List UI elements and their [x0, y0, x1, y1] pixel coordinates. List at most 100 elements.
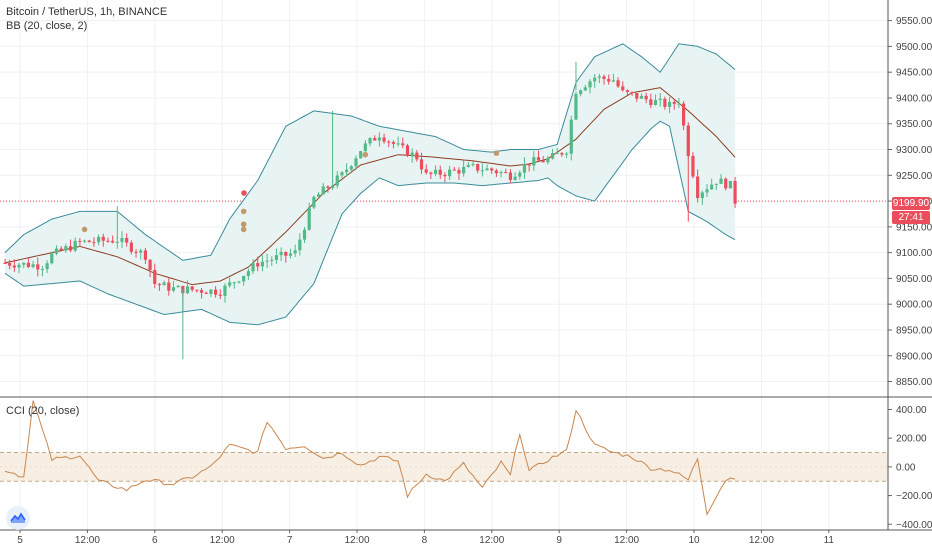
- candle-body: [171, 287, 176, 291]
- candle-body: [265, 260, 269, 262]
- candle-body: [307, 207, 311, 230]
- candle-body: [139, 250, 143, 253]
- candle-body: [115, 241, 119, 243]
- candle-body: [443, 174, 447, 177]
- candle-body: [724, 178, 728, 189]
- candle-body: [232, 282, 236, 284]
- bollinger-band-fill: [5, 43, 736, 325]
- candle-body: [653, 99, 658, 106]
- x-tick-label: 9: [556, 535, 562, 546]
- candle-body: [143, 250, 147, 260]
- candle-body: [560, 152, 564, 155]
- price-tick-label: 9350.00: [896, 119, 932, 130]
- candle-body: [373, 138, 377, 141]
- candle-body: [532, 157, 536, 166]
- candle-body: [672, 101, 676, 104]
- bollinger-band-lines: [4, 43, 736, 326]
- signal-dot: [240, 208, 247, 215]
- last-price-tag: 9199.90: [892, 197, 930, 210]
- x-tick-label: 12:00: [749, 535, 774, 546]
- price-tick-label: 9400.00: [896, 93, 932, 104]
- candle-body: [452, 169, 456, 171]
- candle-body: [176, 285, 180, 288]
- x-tick-label: 7: [287, 535, 293, 546]
- candle-body: [157, 283, 162, 286]
- candle-body: [256, 263, 260, 267]
- candle-body: [190, 286, 194, 290]
- candle-body: [433, 169, 438, 174]
- candle-body: [3, 262, 7, 264]
- candle-body: [448, 169, 452, 177]
- countdown-tag: 27:41: [892, 211, 930, 224]
- candle-body: [246, 271, 250, 276]
- candle-body: [382, 137, 386, 142]
- candle-body: [340, 172, 344, 176]
- candle-body: [54, 248, 59, 254]
- candle-body: [260, 261, 264, 267]
- candle-body: [424, 169, 428, 173]
- candles[interactable]: [3, 61, 737, 360]
- candle-body: [331, 185, 335, 188]
- candle-body: [368, 138, 372, 144]
- candle-body: [607, 78, 611, 82]
- candle-body: [569, 119, 573, 154]
- cci-line: [4, 400, 736, 516]
- candle-body: [700, 192, 704, 198]
- price-tick-label: 8900.00: [896, 351, 932, 362]
- candle-body: [73, 240, 77, 251]
- bb-upper-line: [4, 43, 736, 261]
- candle-body: [639, 95, 644, 99]
- candle-body: [64, 246, 68, 251]
- candle-body: [288, 253, 293, 256]
- candle-body: [616, 80, 620, 87]
- candle-body: [710, 184, 714, 190]
- price-tick-label: 9250.00: [896, 171, 932, 182]
- price-tick-label: 9100.00: [896, 248, 932, 259]
- x-tick-label: 12:00: [75, 535, 100, 546]
- candle-body: [686, 125, 690, 156]
- signal-dot: [81, 226, 88, 233]
- candle-body: [228, 282, 232, 286]
- price-tick-label: 9300.00: [896, 145, 932, 156]
- candle-body: [214, 289, 218, 295]
- cci-tick-label: 200.00: [896, 434, 927, 445]
- candle-body: [429, 172, 433, 174]
- cci-tick-label: −200.00: [896, 491, 932, 502]
- candle-body: [682, 103, 686, 126]
- candle-body: [17, 264, 21, 268]
- candle-body: [101, 236, 105, 241]
- cci-tick-label: 0.00: [896, 462, 916, 473]
- tradingview-logo-icon[interactable]: [6, 506, 30, 530]
- candle-body: [125, 237, 129, 243]
- cci-tick-label: 400.00: [896, 405, 927, 416]
- candle-body: [419, 159, 424, 170]
- candle-body: [345, 169, 349, 173]
- candle-body: [462, 166, 466, 174]
- candle-body: [185, 286, 190, 294]
- candle-body: [377, 137, 381, 141]
- candle-body: [630, 91, 634, 93]
- candle-body: [209, 289, 213, 294]
- candle-body: [658, 98, 662, 100]
- candle-body: [223, 285, 227, 296]
- candle-body: [644, 95, 648, 100]
- candle-body: [480, 170, 484, 172]
- candle-body: [611, 80, 615, 82]
- candle-body: [349, 166, 353, 170]
- bb-legend: BB (20, close, 2): [6, 20, 88, 32]
- candle-body: [270, 259, 274, 261]
- x-tick-label: 8: [422, 535, 428, 546]
- price-tick-label: 9000.00: [896, 300, 932, 311]
- candle-body: [87, 240, 91, 243]
- candle-body: [387, 141, 391, 143]
- candle-body: [36, 264, 40, 270]
- signal-dot: [493, 150, 500, 156]
- candle-body: [405, 145, 410, 156]
- cci-legend: CCI (20, close): [6, 405, 80, 417]
- candle-body: [359, 151, 363, 159]
- candle-body: [237, 281, 241, 283]
- candle-body: [457, 169, 461, 174]
- candle-body: [8, 263, 12, 266]
